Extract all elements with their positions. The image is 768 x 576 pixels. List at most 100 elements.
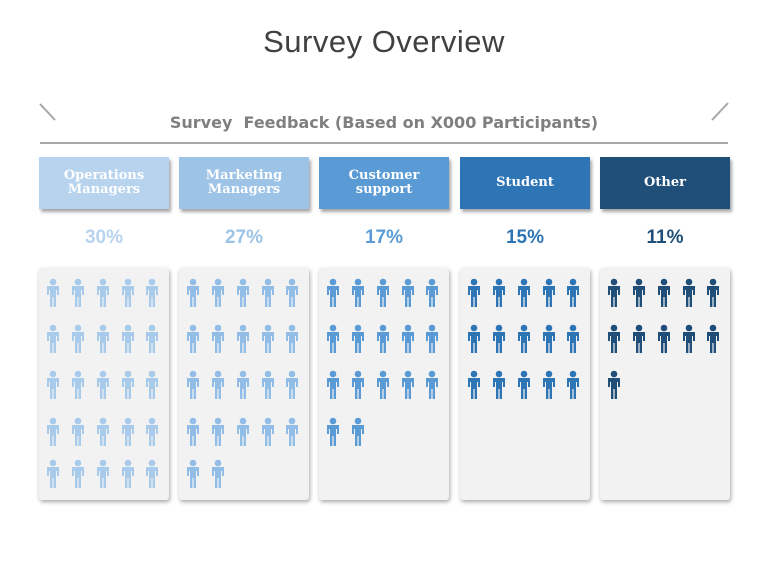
person-body: [97, 332, 109, 353]
page-title: Survey Overview: [263, 24, 505, 59]
person-icon: [518, 370, 530, 399]
person-head: [329, 278, 337, 286]
person-body: [377, 286, 389, 307]
percent-label-1: 30%: [84, 227, 124, 248]
person-icon: [212, 324, 224, 353]
person-icon: [493, 278, 505, 307]
bracket-left-slash: [39, 103, 56, 121]
person-body: [468, 378, 480, 399]
person-icon: [286, 417, 298, 446]
person-body: [237, 286, 249, 307]
person-head: [74, 324, 82, 332]
person-body: [212, 286, 224, 307]
person-icon: [72, 278, 84, 307]
person-body: [212, 467, 224, 488]
person-icon: [707, 324, 719, 353]
person-body: [468, 286, 480, 307]
person-body: [658, 332, 670, 353]
person-icon: [72, 459, 84, 488]
person-body: [47, 425, 59, 446]
person-head: [239, 370, 247, 378]
person-body: [237, 332, 249, 353]
person-body: [187, 425, 199, 446]
person-body: [72, 286, 84, 307]
person-head: [428, 278, 436, 286]
person-body: [97, 467, 109, 488]
person-body: [707, 332, 719, 353]
person-icon: [122, 370, 134, 399]
category-header-1: Operations Managers: [39, 157, 169, 209]
person-head: [685, 324, 693, 332]
person-body: [567, 378, 579, 399]
icon-panel-4: [460, 268, 590, 500]
person-body: [327, 378, 339, 399]
person-head: [214, 370, 222, 378]
person-body: [262, 378, 274, 399]
person-icon: [658, 324, 670, 353]
person-body: [608, 332, 620, 353]
person-head: [404, 278, 412, 286]
person-head: [288, 417, 296, 425]
person-body: [493, 332, 505, 353]
category-header-3: Customer support: [319, 157, 449, 209]
person-body: [633, 332, 645, 353]
person-body: [146, 286, 158, 307]
person-head: [74, 417, 82, 425]
category-label: Customer support: [348, 168, 420, 197]
person-head: [74, 370, 82, 378]
person-body: [543, 378, 555, 399]
person-icon: [608, 324, 620, 353]
person-head: [379, 370, 387, 378]
person-body: [47, 332, 59, 353]
person-icon: [327, 324, 339, 353]
icon-grid: [608, 278, 719, 399]
person-body: [518, 286, 530, 307]
person-icon: [426, 324, 438, 353]
person-icon: [122, 278, 134, 307]
person-body: [567, 286, 579, 307]
person-icon: [543, 324, 555, 353]
person-icon: [146, 278, 158, 307]
person-icon: [47, 417, 59, 446]
person-head: [288, 370, 296, 378]
person-head: [74, 278, 82, 286]
person-head: [124, 417, 132, 425]
person-body: [468, 332, 480, 353]
person-body: [187, 378, 199, 399]
person-icon: [608, 278, 620, 307]
person-head: [470, 278, 478, 286]
person-icon: [97, 278, 109, 307]
person-body: [122, 286, 134, 307]
person-body: [262, 332, 274, 353]
person-icon: [72, 417, 84, 446]
person-icon: [187, 370, 199, 399]
person-head: [685, 278, 693, 286]
person-body: [707, 286, 719, 307]
person-body: [146, 332, 158, 353]
person-head: [49, 370, 57, 378]
person-icon: [468, 324, 480, 353]
person-head: [148, 370, 156, 378]
person-icon: [567, 370, 579, 399]
person-body: [187, 332, 199, 353]
person-head: [329, 417, 337, 425]
person-head: [329, 324, 337, 332]
person-body: [122, 378, 134, 399]
person-body: [327, 332, 339, 353]
icon-panel-5: [600, 268, 730, 500]
person-head: [49, 278, 57, 286]
person-body: [187, 286, 199, 307]
person-icon: [237, 417, 249, 446]
person-icon: [212, 459, 224, 488]
person-body: [426, 332, 438, 353]
person-head: [329, 370, 337, 378]
chart-subtitle: Survey Feedback (Based on X000 Participa…: [169, 113, 599, 132]
person-head: [99, 370, 107, 378]
person-body: [262, 286, 274, 307]
person-body: [493, 378, 505, 399]
person-head: [214, 278, 222, 286]
person-body: [402, 378, 414, 399]
person-icon: [212, 370, 224, 399]
person-icon: [352, 278, 364, 307]
person-head: [49, 417, 57, 425]
